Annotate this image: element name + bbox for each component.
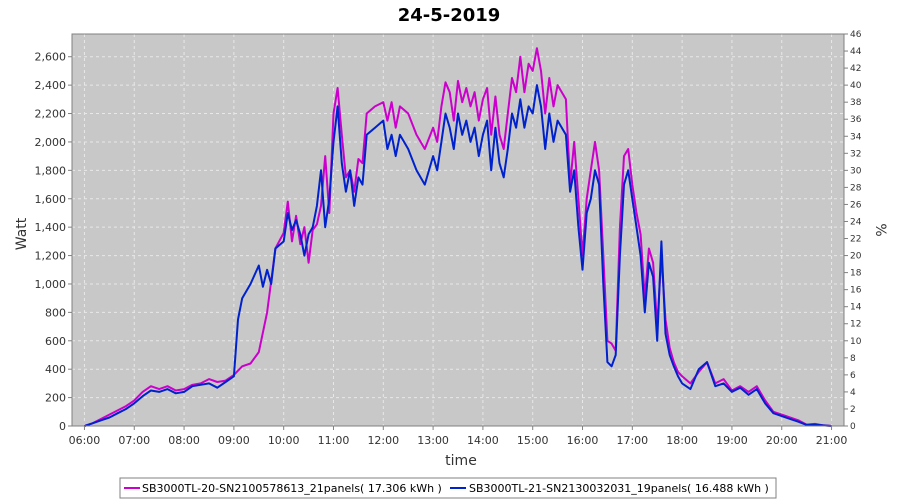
y-tick-label: 2,400 (35, 79, 67, 92)
y-tick-label: 200 (45, 392, 66, 405)
y2-tick-label: 44 (850, 47, 862, 57)
x-tick-label: 16:00 (567, 434, 599, 447)
x-tick-label: 18:00 (666, 434, 698, 447)
y-tick-label: 2,200 (35, 108, 67, 121)
x-tick-label: 12:00 (367, 434, 399, 447)
x-tick-label: 15:00 (517, 434, 549, 447)
y2-tick-label: 16 (850, 286, 862, 296)
y2-tick-label: 8 (850, 354, 856, 364)
y2-tick-label: 2 (850, 405, 856, 415)
y2-tick-label: 22 (850, 235, 861, 245)
x-tick-label: 07:00 (118, 434, 150, 447)
legend-label-series-1: SB3000TL-20-SN2100578613_21panels( 17.30… (142, 482, 442, 495)
chart-title: 24-5-2019 (398, 5, 501, 26)
y-axis: 0 200 400 600 800 1,000 1,200 1,400 1,600 1,800 2,… (35, 51, 72, 433)
y-tick-label: 1,800 (35, 164, 67, 177)
y-tick-label: 600 (45, 335, 66, 348)
series-line-2 (84, 84, 832, 427)
series-layer (84, 47, 832, 427)
x-tick-label: 19:00 (716, 434, 748, 447)
x-axis-title: time (445, 453, 477, 469)
x-tick-label: 13:00 (417, 434, 449, 447)
y2-axis-title: % (872, 223, 888, 236)
x-tick-label: 11:00 (318, 434, 350, 447)
y2-tick-label: 6 (850, 371, 856, 381)
x-tick-label: 06:00 (69, 434, 101, 447)
y-tick-label: 2,600 (35, 51, 67, 64)
y2-tick-label: 20 (850, 252, 862, 262)
y-tick-label: 1,000 (35, 278, 67, 291)
plot-border (71, 33, 845, 427)
plot-area (72, 34, 844, 426)
x-tick-label: 21:00 (816, 434, 848, 447)
y-tick-label: 2,000 (35, 136, 67, 149)
x-axis: 06:00 07:00 08:00 09:00 10:00 11:00 12:00 13:00… (69, 426, 848, 447)
y-tick-label: 400 (45, 363, 66, 376)
y-tick-label: 1,200 (35, 250, 67, 263)
legend-box (119, 477, 777, 499)
y2-tick-label: 38 (850, 98, 862, 108)
y2-tick-label: 46 (850, 30, 862, 40)
y2-tick-label: 18 (850, 269, 862, 279)
y2-tick-label: 40 (850, 81, 862, 91)
x-tick-label: 20:00 (766, 434, 798, 447)
y-tick-label: 800 (45, 306, 66, 319)
y2-tick-label: 26 (850, 200, 862, 210)
y2-tick-label: 36 (850, 115, 862, 125)
legend: SB3000TL-20-SN2100578613_21panels( 17.30… (119, 477, 777, 499)
y-tick-label: 1,400 (35, 221, 67, 234)
x-tick-label: 14:00 (467, 434, 499, 447)
x-tick-label: 08:00 (168, 434, 200, 447)
x-tick-label: 09:00 (218, 434, 250, 447)
y-tick-label: 0 (59, 420, 66, 433)
y-tick-label: 1,600 (35, 193, 67, 206)
y-axis-title: Watt (14, 217, 30, 250)
y2-tick-label: 24 (850, 217, 862, 227)
y2-tick-label: 12 (850, 320, 861, 330)
y2-tick-label: 14 (850, 303, 862, 313)
y2-tick-label: 0 (850, 422, 856, 432)
y2-axis: 0246810121416182022242628303234363840424… (844, 30, 862, 432)
y2-tick-label: 42 (850, 64, 861, 74)
x-tick-label: 17:00 (616, 434, 648, 447)
legend-label-series-2: SB3000TL-21-SN2130032031_19panels( 16.48… (469, 482, 769, 495)
y2-tick-label: 30 (850, 166, 862, 176)
y2-tick-label: 10 (850, 337, 862, 347)
y2-tick-label: 4 (850, 388, 856, 398)
y2-tick-label: 32 (850, 149, 861, 159)
x-tick-label: 10:00 (268, 434, 300, 447)
y2-tick-label: 34 (850, 132, 862, 142)
y2-tick-label: 28 (850, 183, 862, 193)
